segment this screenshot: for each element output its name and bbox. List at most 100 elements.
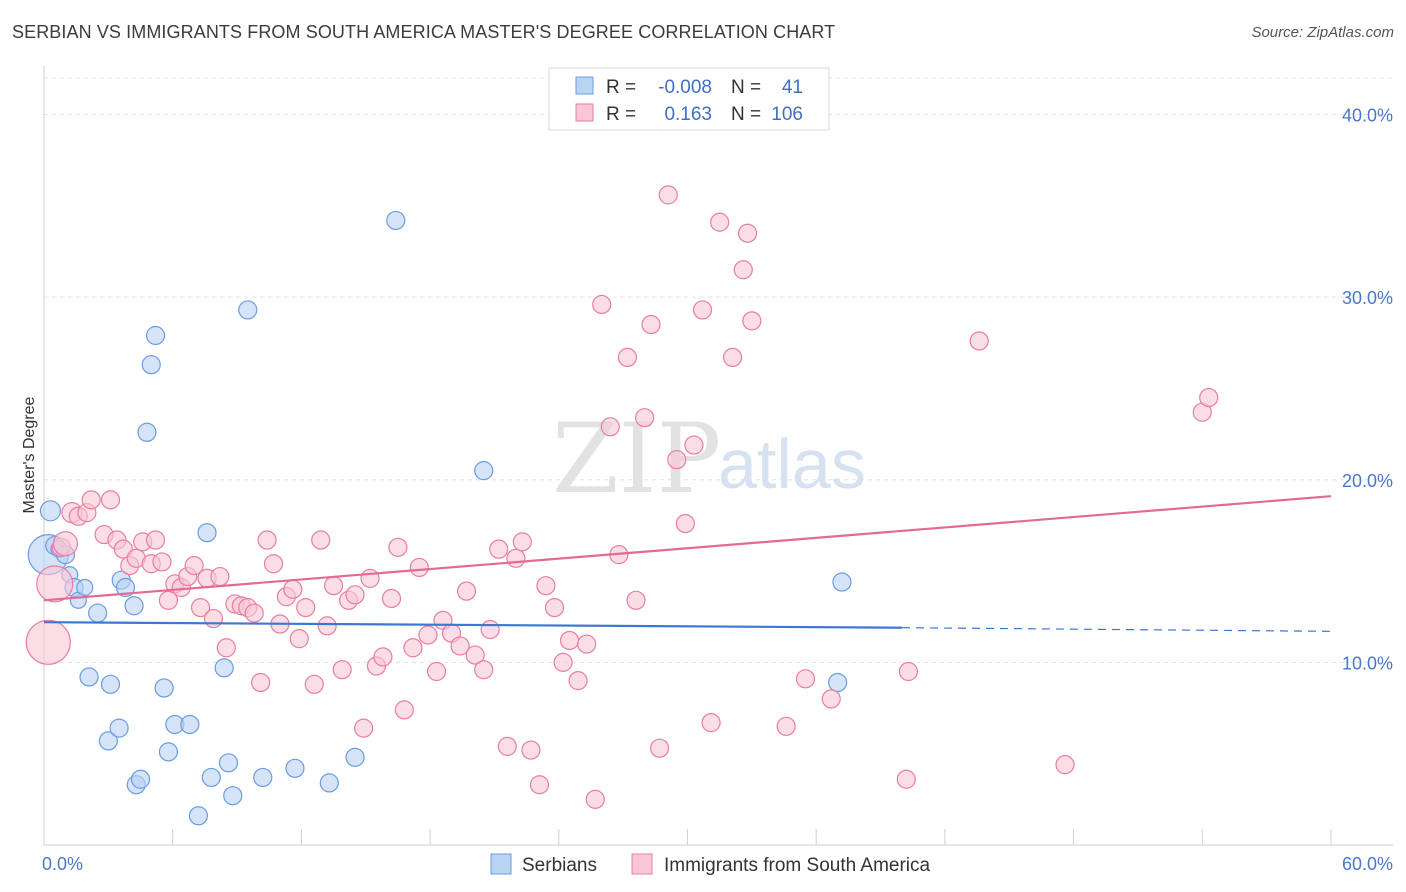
immigrants-point [667,450,687,470]
serbians-point [130,769,151,789]
immigrants-point [210,566,230,587]
immigrants-point [776,716,796,736]
immigrants-point [216,638,236,658]
immigrants-point [521,740,541,760]
serbians-trend-line [43,621,903,629]
immigrants-point [898,661,919,682]
serbians-point [832,572,852,592]
immigrants-point [450,636,470,656]
immigrants-point [497,736,517,756]
immigrants-point [896,769,916,789]
immigrants-point [345,585,365,605]
immigrants-point [203,608,224,629]
serbians-point [180,714,200,735]
legend-n-value: 106 [771,104,803,125]
immigrants-point [617,347,638,368]
immigrants-point [585,789,605,809]
immigrants-point [311,530,331,550]
immigrants-point [480,619,500,640]
immigrants-point [795,669,816,689]
immigrants-point [244,603,264,623]
immigrants-point [296,597,316,618]
legend-r-value: 0.163 [664,104,712,125]
bottom-legend-swatch-serbians [490,853,512,875]
immigrants-trend-line [43,495,1332,602]
immigrants-point [506,548,526,568]
immigrants-point [1055,755,1075,775]
trend-lines [43,495,1332,632]
immigrants-point [426,661,447,682]
immigrants-point [722,347,743,368]
immigrants-point [684,435,704,455]
legend-r-value: -0.008 [658,77,712,98]
serbians-point [88,603,108,623]
serbians-point [109,718,129,738]
immigrants-point [257,530,277,550]
serbians-point [79,667,99,687]
immigrants-point [710,212,730,232]
serbians-point [145,325,166,346]
immigrants-point [403,638,423,658]
watermark-atlas: atlas [718,425,866,503]
serbians-point [238,300,258,320]
immigrants-point [456,581,477,601]
immigrants-point [626,590,646,610]
immigrants-point [36,565,74,603]
serbians-point [124,596,144,616]
y-tick-label: 40.0% [1342,106,1393,126]
immigrants-point [354,718,374,738]
x-tick-labels: 0.0% 60.0% [42,854,1393,874]
bottom-legend-label-serbians: Serbians [522,855,597,876]
immigrants-point [465,645,485,665]
immigrants-point [25,619,71,665]
serbians-point [197,523,217,543]
immigrants-point [190,597,211,618]
legend-n-label: N = [731,77,761,98]
serbians-point [141,355,161,375]
serbians-point [137,422,157,442]
legend-r-label: R = [606,77,636,98]
serbians-point [115,577,136,598]
serbians-point [201,767,221,788]
source-credit: Source: ZipAtlas.com [1251,24,1394,41]
legend-r-label: R = [606,104,636,125]
serbians-point [39,500,62,522]
immigrants-point [145,530,166,550]
immigrants-point [568,671,588,691]
series-immigrants-south-america [25,185,1219,809]
immigrants-point [592,294,612,315]
immigrants-point [360,568,380,588]
immigrants-point [394,700,414,720]
immigrants-point [733,260,753,280]
immigrants-point [373,647,393,667]
serbians-point [345,747,365,767]
y-tick-label: 10.0% [1342,653,1393,673]
immigrants-point [418,625,438,645]
serbians-point [828,672,848,693]
grid-lines [44,77,1393,663]
immigrants-point [577,634,597,654]
legend-box: R = -0.008 N = 41 R = 0.163 N = 106 [548,67,830,131]
immigrants-point [152,552,172,572]
bottom-legend-label-immigrants: Immigrants from South America [664,855,931,876]
serbians-point [76,578,94,597]
immigrants-point [701,713,721,733]
immigrants-point [304,674,324,694]
immigrants-point [675,513,695,534]
immigrants-point [100,490,121,510]
serbians-point [285,758,305,778]
immigrants-point [323,576,344,596]
immigrants-point [969,331,989,351]
serbians-trend-extension [901,627,1332,632]
immigrants-point [821,689,841,709]
y-tick-labels: 10.0% 20.0% 30.0% 40.0% [1342,106,1393,674]
bottom-legend: Serbians Immigrants from South America [490,853,931,876]
immigrants-point [600,417,620,437]
immigrants-point [512,532,532,552]
serbians-point [100,674,121,694]
immigrants-point [559,630,580,651]
x-tick-label: 60.0% [1342,854,1393,874]
legend-n-label: N = [731,104,761,125]
serbians-point [218,753,239,773]
